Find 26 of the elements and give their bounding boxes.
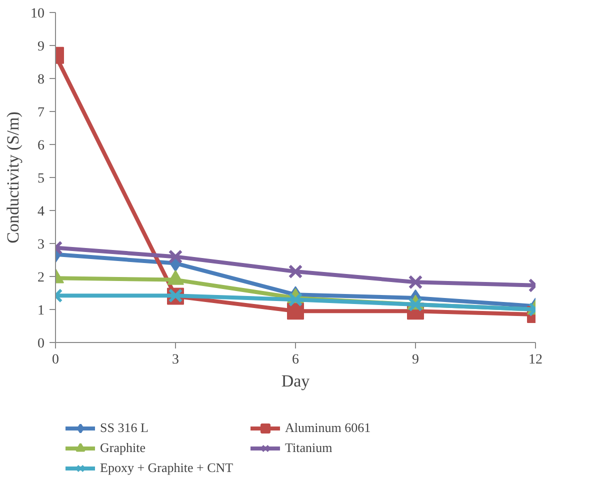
y-tick-label: 3 — [38, 238, 44, 252]
x-tick-label: 6 — [292, 352, 299, 368]
legend-label: Aluminum 6061 — [285, 420, 372, 436]
legend-label: Titanium — [285, 440, 334, 456]
y-axis-title: Conductivity (S/m) — [4, 112, 22, 244]
y-tick-label: 10 — [30, 6, 44, 22]
y-tick-label: 9 — [38, 40, 44, 54]
point — [288, 292, 303, 307]
y-tick-label: 6 — [38, 138, 44, 154]
y-tick-label: 5 — [38, 172, 44, 186]
x-tick-label: 0 — [52, 352, 59, 368]
point — [287, 302, 304, 320]
y-tick-label: 1 — [38, 304, 44, 318]
x-tick-label: 9 — [412, 352, 419, 368]
x-tick-label: 3 — [172, 352, 179, 368]
point — [288, 264, 303, 279]
legend-label: Graphite — [100, 440, 146, 456]
y-tick-label: 8 — [38, 72, 44, 88]
y-tick-label: 0 — [38, 336, 44, 352]
y-tick-label: 2 — [38, 270, 44, 286]
y-tick-label: 4 — [38, 204, 44, 220]
y-tick-label: 7 — [38, 106, 44, 120]
legend-label: SS 316 L — [100, 420, 150, 436]
x-axis-title: Day — [281, 372, 310, 390]
legend-label: Epoxy + Graphite + CNT — [100, 460, 234, 476]
x-tick-label: 12 — [528, 352, 542, 368]
